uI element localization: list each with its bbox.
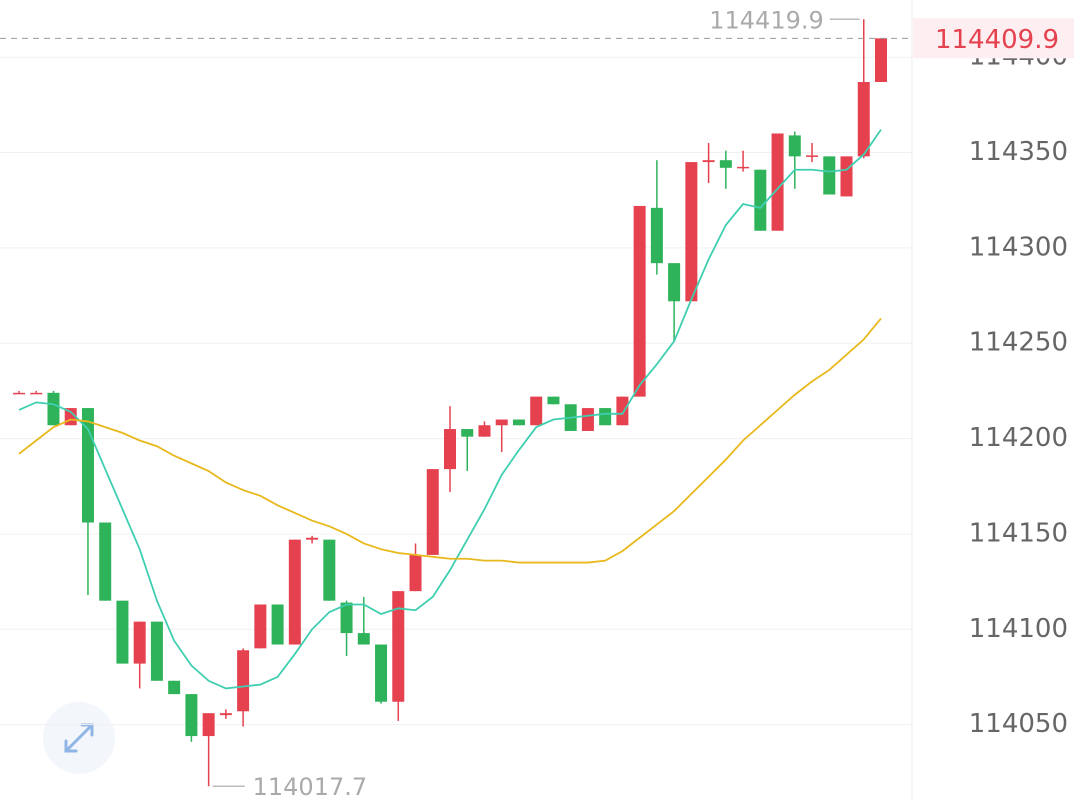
- candle-body: [426, 469, 439, 555]
- candle-body: [737, 166, 750, 169]
- candle-body: [13, 392, 25, 395]
- candle-body: [271, 604, 284, 645]
- candle-body: [288, 539, 301, 645]
- candle-body: [599, 408, 612, 426]
- candle-body: [512, 419, 525, 426]
- candle-body: [495, 419, 508, 426]
- candle-body: [650, 207, 663, 264]
- candle-body: [133, 621, 146, 664]
- candle-body: [806, 155, 819, 157]
- candle-body: [375, 644, 388, 702]
- y-tick-label: 114300: [969, 232, 1068, 262]
- ma-line: [18, 317, 882, 564]
- candle-body: [237, 650, 250, 712]
- last-price-label: 114409.9: [935, 25, 1059, 55]
- candle-body: [857, 81, 870, 157]
- y-tick-label: 114050: [969, 709, 1068, 739]
- candle-body: [306, 537, 319, 540]
- candle-body: [185, 694, 198, 737]
- candle-body: [581, 408, 594, 431]
- candle-body: [461, 429, 474, 437]
- candle-body: [840, 156, 853, 197]
- candle-body: [444, 429, 456, 470]
- last-price-tag: [913, 18, 1074, 59]
- candle-body: [478, 425, 491, 437]
- candle-body: [633, 205, 646, 397]
- candle-body: [357, 633, 370, 645]
- candle-body: [788, 135, 801, 157]
- candle-body: [823, 156, 836, 195]
- candle-body: [168, 680, 181, 695]
- y-tick-label: 114150: [969, 518, 1068, 548]
- candle-body: [340, 602, 353, 634]
- candle-body: [202, 713, 215, 737]
- candle-body: [150, 621, 163, 681]
- candle-body: [392, 591, 405, 702]
- ma-line: [18, 129, 882, 690]
- expand-button[interactable]: [43, 702, 115, 774]
- candle-body: [616, 396, 629, 426]
- candle-body: [254, 604, 267, 649]
- candle-body: [323, 539, 336, 601]
- candle-body: [685, 162, 698, 302]
- candle-body: [547, 396, 560, 405]
- candle-body: [30, 392, 43, 395]
- candle-body: [875, 38, 887, 82]
- candle-body: [99, 522, 112, 601]
- candle-body: [754, 169, 767, 231]
- min-label: 114017.7: [253, 773, 368, 799]
- y-tick-label: 114350: [969, 137, 1068, 167]
- y-tick-label: 114200: [969, 423, 1068, 453]
- candle-body: [530, 396, 543, 426]
- candle-body: [116, 600, 129, 664]
- candle-body: [668, 263, 681, 302]
- candle-body: [771, 133, 784, 231]
- max-label: 114419.9: [709, 6, 824, 34]
- candle-body: [47, 392, 60, 426]
- y-tick-label: 114250: [969, 328, 1068, 358]
- candle-body: [719, 160, 732, 168]
- candle-body: [409, 554, 422, 592]
- candle-body: [219, 713, 232, 716]
- candle-body: [702, 160, 715, 163]
- y-tick-label: 114100: [969, 614, 1068, 644]
